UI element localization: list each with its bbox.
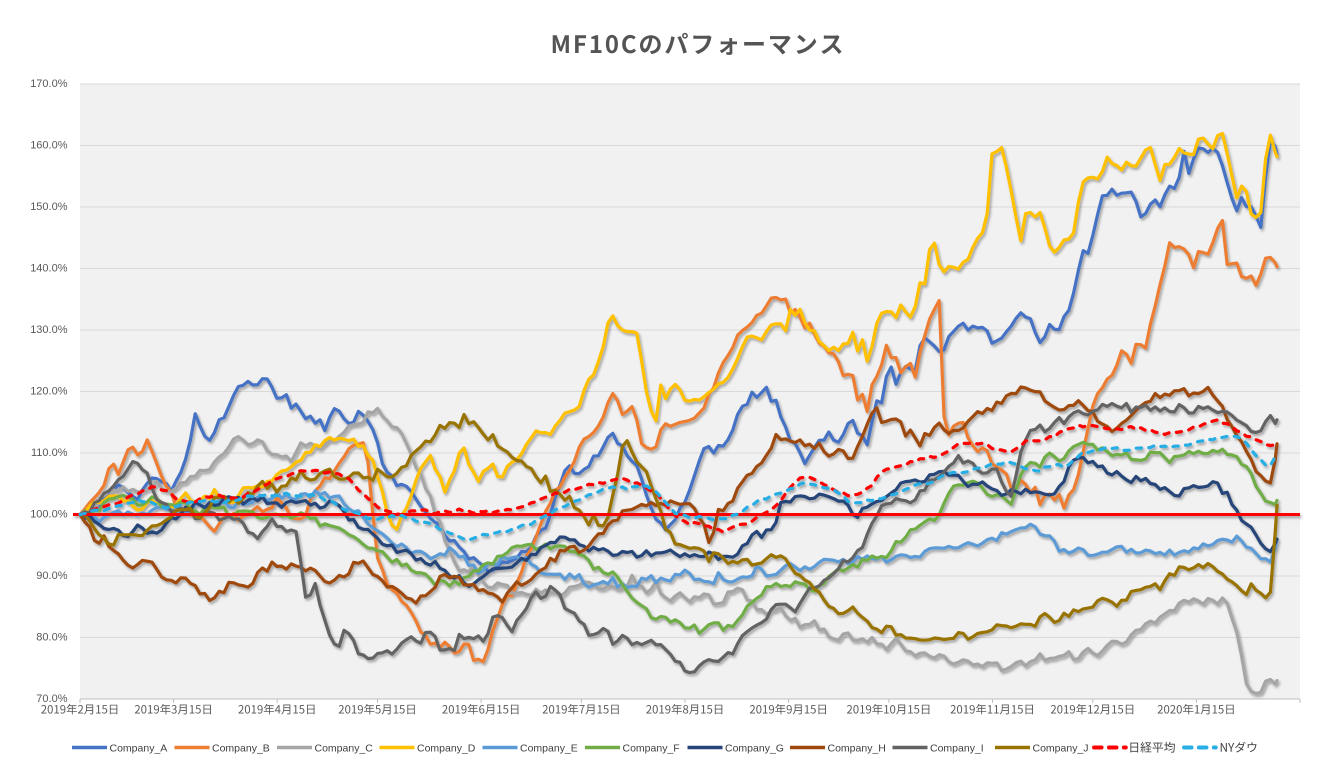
svg-text:140.0%: 140.0% — [30, 262, 68, 274]
svg-text:Company_E: Company_E — [520, 742, 578, 754]
svg-text:Company_J: Company_J — [1033, 742, 1089, 754]
svg-text:Company_C: Company_C — [315, 742, 374, 754]
svg-text:Company_G: Company_G — [725, 742, 784, 754]
svg-text:160.0%: 160.0% — [30, 139, 68, 151]
svg-text:Company_H: Company_H — [828, 742, 886, 754]
svg-text:Company_F: Company_F — [623, 742, 680, 754]
svg-text:Company_D: Company_D — [417, 742, 476, 754]
svg-text:Company_A: Company_A — [110, 742, 168, 754]
svg-text:80.0%: 80.0% — [36, 631, 67, 643]
svg-text:Company_I: Company_I — [930, 742, 984, 754]
svg-text:150.0%: 150.0% — [30, 201, 68, 213]
svg-text:90.0%: 90.0% — [36, 570, 67, 582]
svg-text:130.0%: 130.0% — [30, 324, 68, 336]
svg-text:100.0%: 100.0% — [30, 508, 68, 520]
svg-text:70.0%: 70.0% — [36, 693, 67, 705]
svg-text:110.0%: 110.0% — [31, 447, 68, 459]
svg-text:120.0%: 120.0% — [30, 385, 68, 397]
svg-text:Company_B: Company_B — [212, 742, 270, 754]
svg-text:170.0%: 170.0% — [30, 78, 68, 90]
